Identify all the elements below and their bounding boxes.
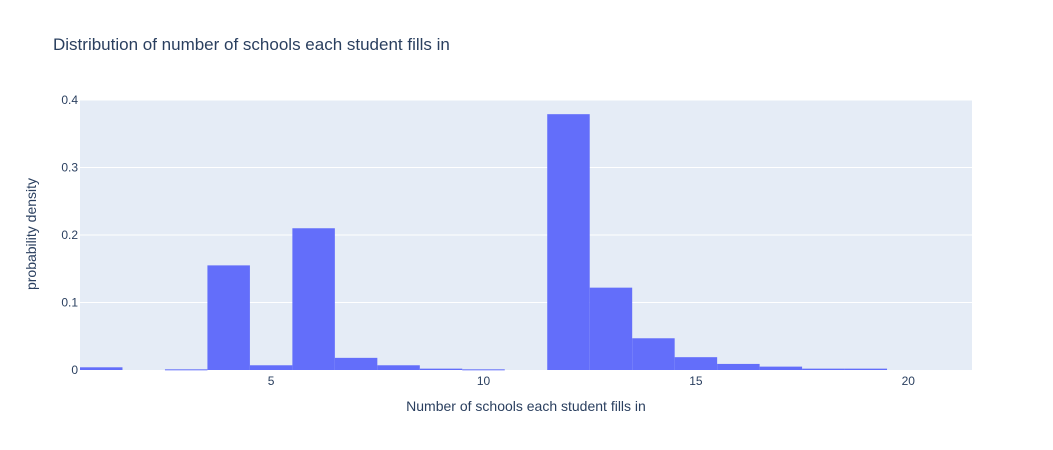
histogram-bar [164,369,208,371]
histogram-bar [80,367,123,370]
histogram-bar [802,368,845,370]
histogram-bar [419,368,463,370]
histogram-bar [632,338,675,370]
bars [80,114,888,371]
histogram-bar [589,287,633,370]
x-tick-label: 20 [902,374,916,388]
histogram-bar [844,368,888,370]
histogram-bar [759,366,803,370]
x-tick-label: 10 [477,374,491,388]
y-tick-label: 0.4 [61,93,78,107]
y-tick-label: 0.2 [61,228,78,242]
y-axis-title: probability density [23,178,39,290]
x-tick-label: 5 [268,374,275,388]
histogram-bar [207,265,250,370]
chart-title: Distribution of number of schools each s… [53,35,450,54]
y-tick-label: 0.1 [61,296,78,310]
x-tick-labels: 5 10 15 20 [268,374,915,388]
histogram-bar [377,365,420,370]
histogram-bar [717,363,760,370]
x-tick-label: 15 [689,374,703,388]
histogram-bar [547,114,590,370]
histogram-bar [249,365,293,370]
histogram-bar [334,357,378,370]
histogram-bar [292,228,335,370]
x-axis-title: Number of schools each student fills in [406,398,646,414]
y-tick-label: 0.3 [61,161,78,175]
y-tick-label: 0 [71,363,78,377]
y-tick-labels: 0 0.1 0.2 0.3 0.4 [61,93,78,377]
histogram-bar [674,357,718,370]
histogram-bar [462,369,505,371]
